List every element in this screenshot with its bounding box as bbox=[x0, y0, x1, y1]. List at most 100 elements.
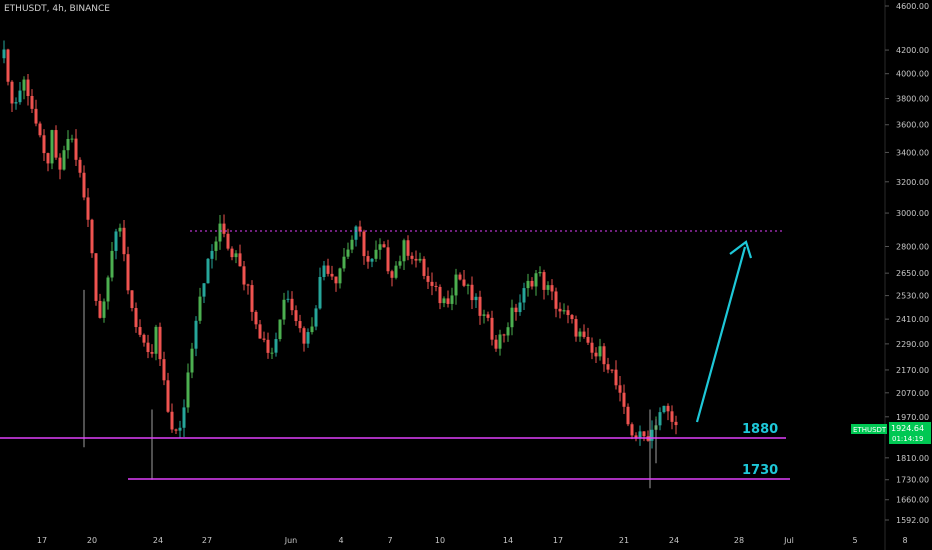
candle-down bbox=[458, 274, 462, 280]
candle-up bbox=[562, 310, 566, 312]
candle-down bbox=[554, 291, 558, 309]
candle-up bbox=[454, 274, 458, 296]
time-tick-label: 17 bbox=[553, 536, 563, 545]
candle-down bbox=[146, 342, 150, 353]
candle-up bbox=[338, 268, 342, 284]
candle-down bbox=[38, 123, 42, 136]
candle-down bbox=[158, 326, 162, 360]
price-tick-label: 3400.00 bbox=[896, 148, 929, 157]
candle-up bbox=[202, 283, 206, 297]
candle-up bbox=[50, 130, 54, 164]
symbol-badge bbox=[851, 424, 887, 434]
candle-up bbox=[402, 240, 406, 262]
candle-up bbox=[278, 319, 282, 340]
candle-down bbox=[502, 334, 506, 336]
candle-down bbox=[54, 130, 58, 158]
candle-down bbox=[74, 138, 78, 160]
candle-up bbox=[306, 332, 310, 344]
price-tick-label: 2070.00 bbox=[896, 389, 929, 398]
candle-down bbox=[358, 226, 362, 232]
candle-down bbox=[382, 244, 386, 248]
price-tick-label: 3600.00 bbox=[896, 121, 929, 130]
candle-up bbox=[234, 253, 238, 258]
candle-down bbox=[558, 308, 562, 312]
candle-down bbox=[10, 81, 14, 104]
candle-up bbox=[282, 299, 286, 320]
candle-up bbox=[474, 296, 478, 301]
price-tick-label: 2530.00 bbox=[896, 292, 929, 301]
candle-down bbox=[246, 284, 250, 286]
candle-down bbox=[486, 314, 490, 318]
candle-down bbox=[294, 310, 298, 322]
price-axis[interactable]: 4600.00 4200.00 4000.00 3800.00 3600.00 3400.… bbox=[885, 2, 929, 525]
candle-down bbox=[586, 336, 590, 343]
candle-up bbox=[662, 405, 666, 413]
candle-down bbox=[298, 321, 302, 329]
candle-up bbox=[118, 227, 122, 232]
time-axis[interactable]: 17 20 24 27 Jun 4 7 10 14 17 21 24 28 Jul 5 8 bbox=[37, 536, 908, 545]
candle-up bbox=[598, 346, 602, 357]
candle-up bbox=[314, 308, 318, 327]
candle-up bbox=[350, 239, 354, 250]
candle-down bbox=[130, 290, 134, 309]
projection-arrow[interactable] bbox=[695, 240, 753, 423]
candle-down bbox=[634, 435, 638, 438]
candle-up bbox=[322, 265, 326, 278]
candle-down bbox=[470, 284, 474, 301]
candle-down bbox=[46, 153, 50, 164]
candle-up bbox=[110, 250, 114, 278]
candle-up bbox=[518, 302, 522, 313]
price-tick-label: 2170.00 bbox=[896, 366, 929, 375]
level-label-1730: 1730 bbox=[742, 463, 778, 478]
candle-up bbox=[270, 352, 274, 354]
candle-up bbox=[522, 288, 526, 303]
candle-up bbox=[506, 327, 510, 336]
candle-down bbox=[230, 248, 234, 258]
price-tick-label: 2410.00 bbox=[896, 315, 929, 324]
price-tick-label: 1730.00 bbox=[896, 476, 929, 485]
candle-up bbox=[498, 334, 502, 349]
time-tick-label: 24 bbox=[153, 536, 163, 545]
candle-down bbox=[494, 339, 498, 349]
candle-down bbox=[542, 272, 546, 290]
price-tick-label: 4600.00 bbox=[896, 2, 929, 11]
candle-up bbox=[346, 249, 350, 257]
candle-down bbox=[362, 231, 366, 257]
candle-up bbox=[186, 372, 190, 408]
candle-up bbox=[66, 138, 70, 151]
candle-down bbox=[242, 266, 246, 285]
time-tick-label: 21 bbox=[619, 536, 629, 545]
candle-down bbox=[426, 275, 430, 282]
candle-down bbox=[58, 157, 62, 170]
candle-down bbox=[674, 421, 678, 426]
time-tick-label: 27 bbox=[202, 536, 212, 545]
candle-down bbox=[490, 317, 494, 340]
candle-down bbox=[238, 253, 242, 267]
time-tick-label: 20 bbox=[87, 536, 97, 545]
candle-down bbox=[266, 339, 270, 353]
candle-up bbox=[394, 265, 398, 278]
candle-down bbox=[170, 411, 174, 430]
candle-down bbox=[462, 279, 466, 286]
candle-down bbox=[414, 258, 418, 261]
candle-down bbox=[326, 265, 330, 274]
candle-down bbox=[570, 315, 574, 320]
candle-down bbox=[138, 327, 142, 335]
candle-down bbox=[30, 95, 34, 109]
price-tick-label: 1592.00 bbox=[896, 516, 929, 525]
candle-down bbox=[254, 311, 258, 325]
price-tick-label: 2290.00 bbox=[896, 340, 929, 349]
time-tick-label: Jul bbox=[783, 536, 794, 545]
candle-down bbox=[78, 159, 82, 173]
price-tick-label: 2650.00 bbox=[896, 269, 929, 278]
time-tick-label: 5 bbox=[852, 536, 857, 545]
time-tick-label: 7 bbox=[387, 536, 392, 545]
candle-up bbox=[370, 258, 374, 262]
candle-down bbox=[150, 352, 154, 354]
candle-down bbox=[594, 352, 598, 357]
candle-up bbox=[206, 258, 210, 284]
candle-down bbox=[386, 247, 390, 272]
candle-down bbox=[42, 135, 46, 154]
candle-down bbox=[258, 324, 262, 339]
